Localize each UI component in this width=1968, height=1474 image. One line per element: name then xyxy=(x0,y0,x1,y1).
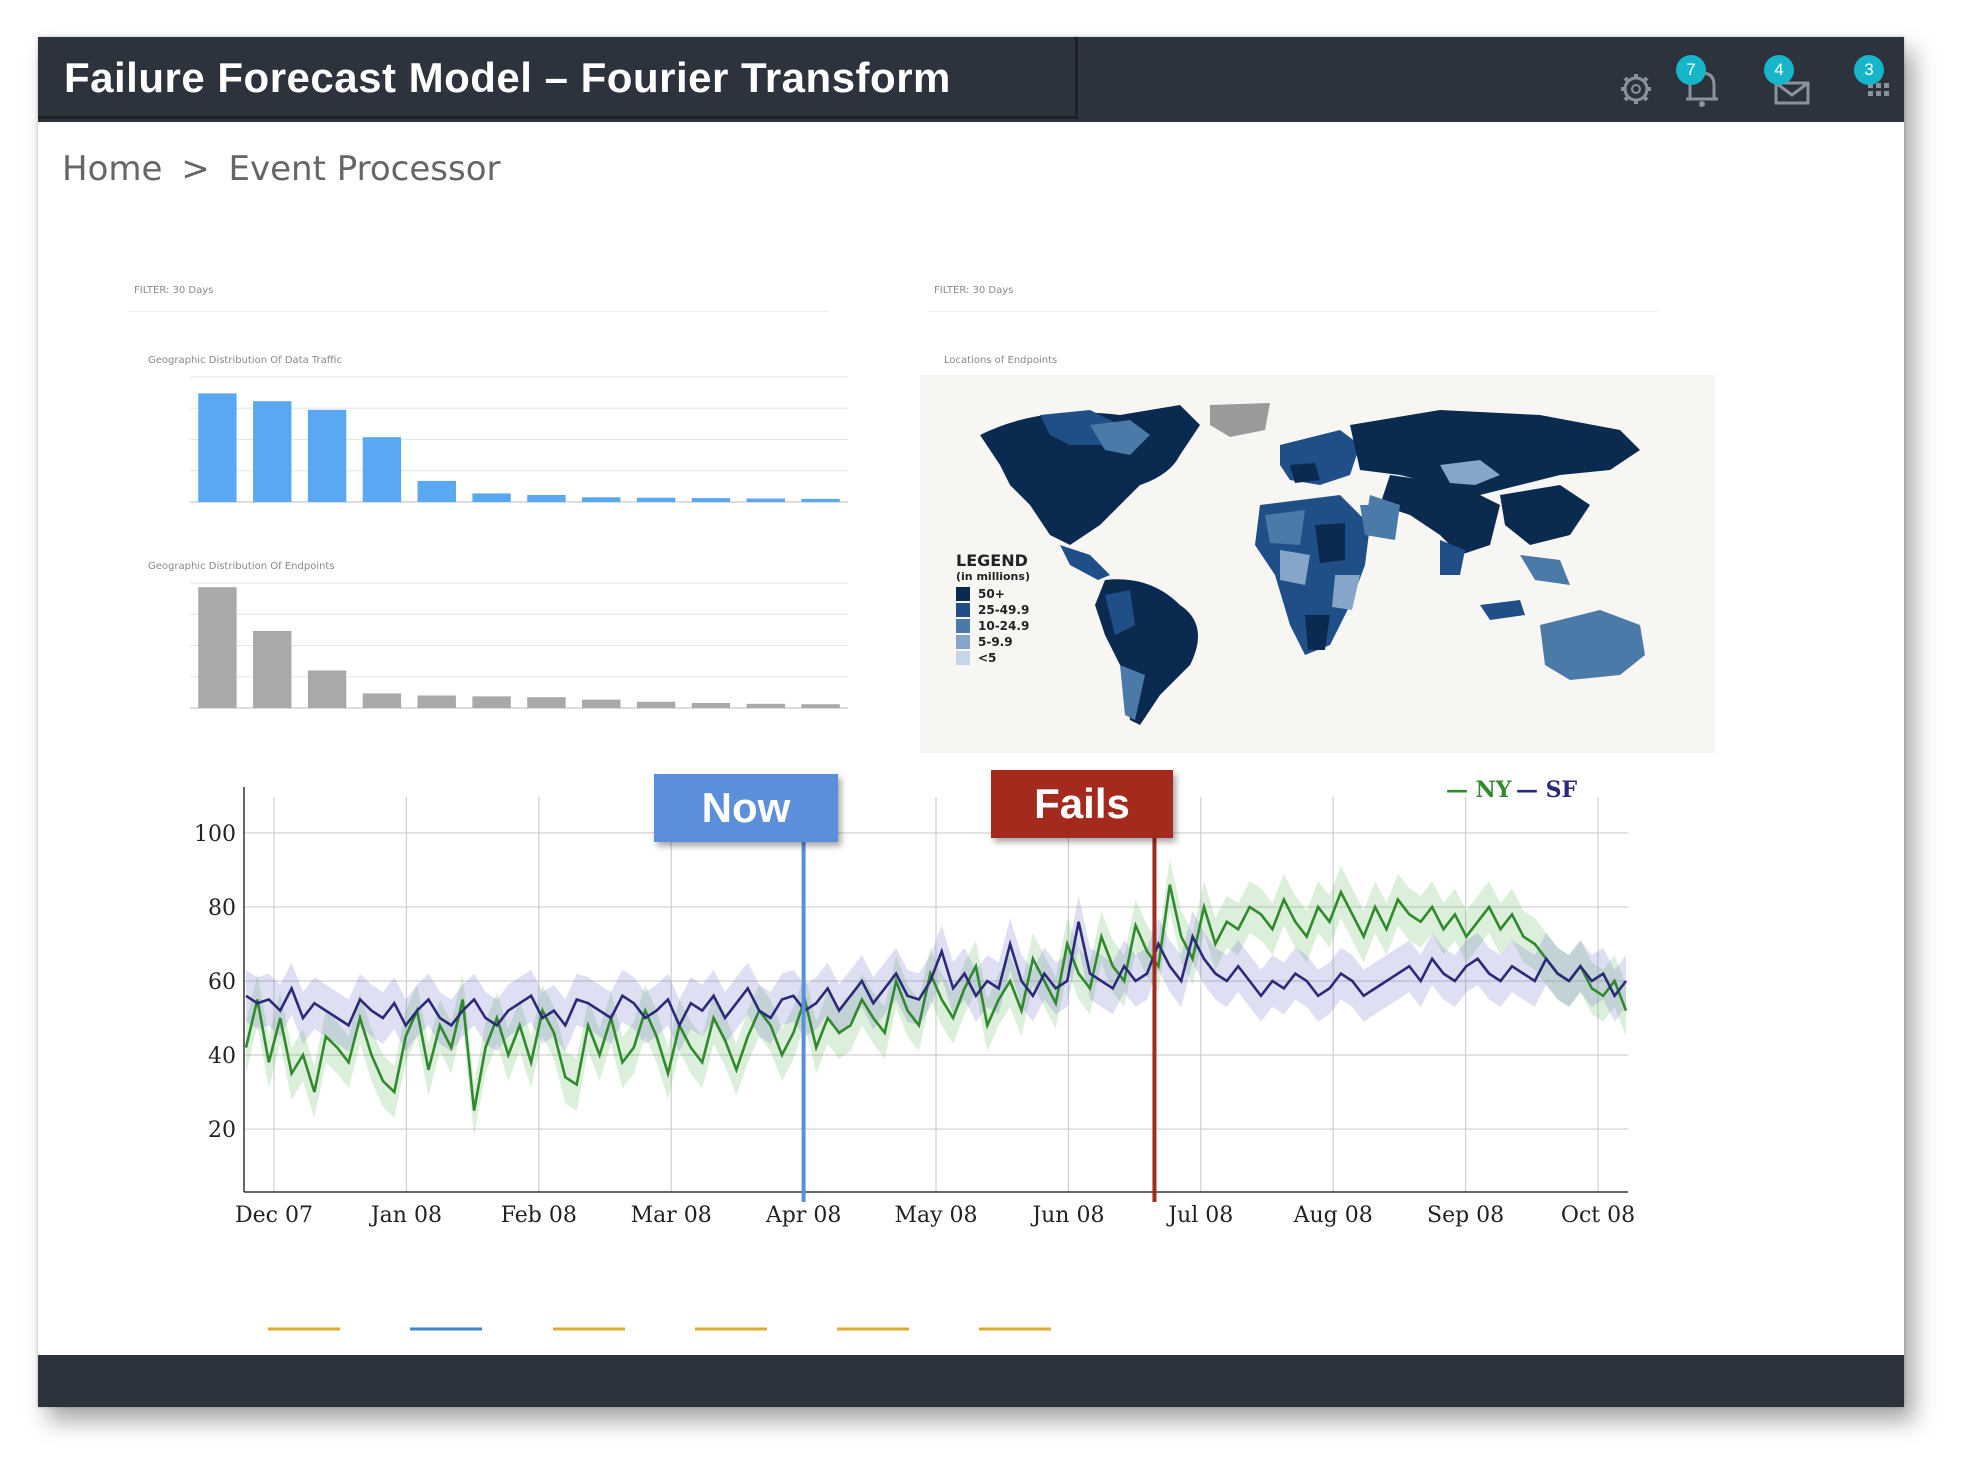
endpoints-bar xyxy=(417,695,456,708)
series-line-sf xyxy=(245,921,1628,1029)
left-panel-filter[interactable]: FILTER: 30 Days xyxy=(134,285,214,296)
traffic-bar xyxy=(362,437,402,502)
map-legend-item: 5-9.9 xyxy=(956,635,1030,649)
endpoints-bar xyxy=(472,696,511,708)
traffic-bar xyxy=(253,401,292,502)
traffic-bar xyxy=(527,494,566,502)
traffic-bar xyxy=(472,493,511,502)
y-tick-label: 40 xyxy=(208,1044,236,1069)
y-tick-label: 20 xyxy=(208,1118,236,1143)
endpoints-bar xyxy=(253,630,292,708)
message-badge: 4 xyxy=(1764,55,1794,85)
map-legend-title: LEGEND xyxy=(956,551,1028,570)
mail-icon[interactable]: 4 xyxy=(1764,55,1816,111)
y-tick-label: 100 xyxy=(194,822,236,847)
endpoints-bar xyxy=(582,699,621,708)
x-tick-label: Jan 08 xyxy=(369,1203,442,1227)
x-tick-label: Dec 07 xyxy=(235,1203,313,1227)
map-legend-subtitle: (in millions) xyxy=(956,570,1030,583)
x-tick-label: May 08 xyxy=(894,1203,977,1227)
notification-badge: 7 xyxy=(1676,55,1706,85)
x-tick-label: Mar 08 xyxy=(631,1203,712,1227)
map-legend-item: 25-49.9 xyxy=(956,603,1030,617)
top-bar: Failure Forecast Model – Fourier Transfo… xyxy=(38,37,1904,122)
endpoints-bar xyxy=(527,697,566,708)
apps-badge: 3 xyxy=(1854,55,1884,85)
app-window: Failure Forecast Model – Fourier Transfo… xyxy=(38,37,1904,1407)
traffic-bar xyxy=(746,498,785,502)
fails-marker-label: Fails xyxy=(991,770,1173,838)
endpoints-bar xyxy=(198,587,237,708)
traffic-bar xyxy=(582,497,621,502)
x-tick-label: Feb 08 xyxy=(501,1203,577,1227)
x-tick-label: Apr 08 xyxy=(765,1203,841,1227)
footer-bar xyxy=(38,1355,1904,1407)
y-tick-label: 60 xyxy=(208,970,236,995)
traffic-chart-title: Geographic Distribution Of Data Traffic xyxy=(148,355,342,366)
endpoints-bar xyxy=(801,704,840,708)
legend-ny: — NY xyxy=(1446,777,1512,803)
map-legend-item: 10-24.9 xyxy=(956,619,1030,633)
breadcrumb-separator: > xyxy=(181,149,210,189)
traffic-bar xyxy=(801,498,840,502)
apps-icon[interactable]: 3 xyxy=(1854,55,1906,111)
gear-icon[interactable] xyxy=(1610,59,1662,111)
breadcrumb-current: Event Processor xyxy=(228,149,501,189)
world-map[interactable]: LEGEND (in millions) 50+ 25-49.9 10-24.9… xyxy=(920,375,1715,753)
endpoints-bar xyxy=(691,703,731,708)
map-legend: LEGEND (in millions) 50+ 25-49.9 10-24.9… xyxy=(956,551,1030,667)
endpoints-chart-title: Geographic Distribution Of Endpoints xyxy=(148,561,335,572)
x-tick-label: Aug 08 xyxy=(1293,1203,1373,1227)
y-tick-label: 80 xyxy=(208,896,236,921)
right-panel-filter[interactable]: FILTER: 30 Days xyxy=(934,285,1014,296)
breadcrumb: Home > Event Processor xyxy=(62,149,509,189)
x-tick-label: Oct 08 xyxy=(1561,1203,1635,1227)
map-title: Locations of Endpoints xyxy=(944,355,1058,366)
breadcrumb-home[interactable]: Home xyxy=(62,149,163,189)
map-legend-item: 50+ xyxy=(956,587,1030,601)
map-legend-item: <5 xyxy=(956,651,1030,665)
traffic-bar-chart xyxy=(190,376,848,503)
endpoints-bar-chart xyxy=(190,582,848,709)
traffic-bar xyxy=(417,480,456,502)
forecast-line-chart: 20 40 60 80 100 Dec 07 Jan 08 Feb 08 Mar 08 Apr 0… xyxy=(194,787,1635,1227)
legend-strip xyxy=(268,1327,1051,1331)
line-chart-legend: — NY — SF xyxy=(1446,777,1577,803)
traffic-bar xyxy=(636,497,676,502)
endpoints-bar xyxy=(746,703,785,708)
traffic-bar xyxy=(198,393,237,502)
x-tick-label: Jun 08 xyxy=(1030,1203,1104,1227)
endpoints-bar xyxy=(636,701,676,708)
series-band-ny xyxy=(246,858,1626,1137)
world-map-graphic xyxy=(980,403,1645,725)
legend-sf: — SF xyxy=(1515,777,1578,803)
left-dashboard-panel: FILTER: 30 Days Geographic Distribution … xyxy=(108,277,868,797)
x-tick-label: Sep 08 xyxy=(1427,1203,1504,1227)
page-title: Failure Forecast Model – Fourier Transfo… xyxy=(38,37,1078,119)
traffic-bar xyxy=(307,409,347,502)
series-line-ny xyxy=(244,884,1628,1111)
x-tick-label: Jul 08 xyxy=(1166,1203,1233,1227)
series-band-sf xyxy=(246,895,1626,1052)
right-dashboard-panel: FILTER: 30 Days Locations of Endpoints xyxy=(878,277,1715,797)
now-marker-label: Now xyxy=(654,774,838,842)
bell-icon[interactable]: 7 xyxy=(1674,55,1726,111)
traffic-bar xyxy=(691,498,731,502)
endpoints-bar xyxy=(362,693,402,708)
endpoints-bar xyxy=(307,670,347,708)
